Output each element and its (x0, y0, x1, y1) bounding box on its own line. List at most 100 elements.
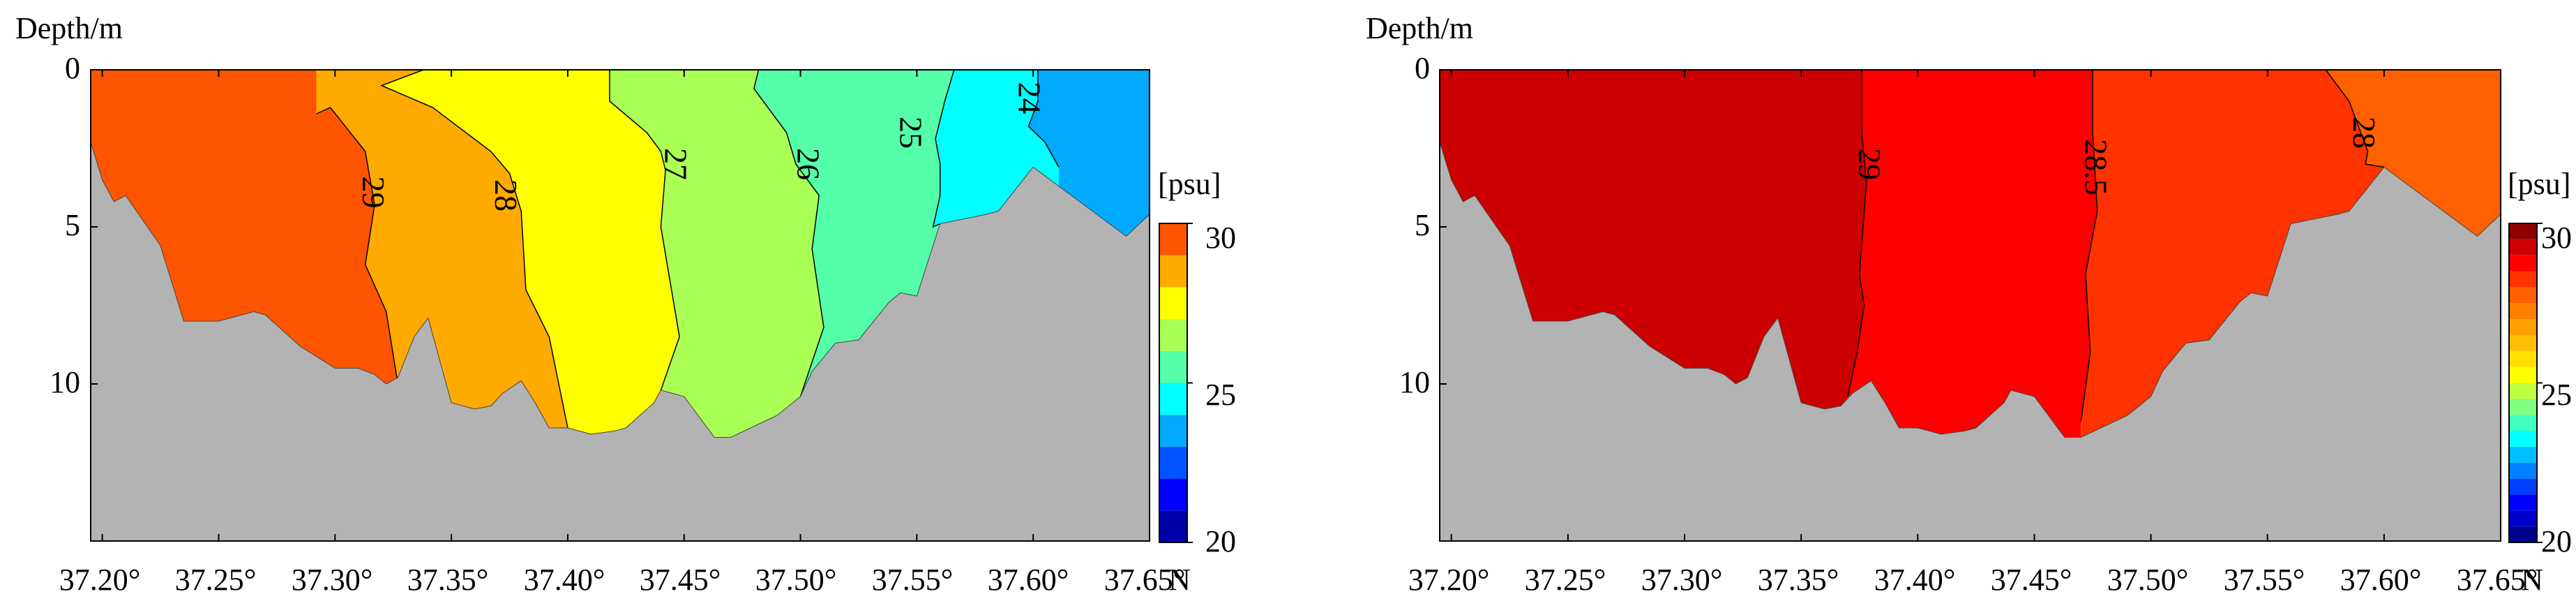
left-colorbar-segment (1159, 415, 1187, 447)
right-colorbar-tick-label: 30 (2541, 221, 2572, 255)
right-colorbar-unit: [psu] (2508, 167, 2570, 201)
left-salinity-band (382, 70, 680, 541)
right-y-tick-labels: 0 5 10 (1399, 51, 1430, 399)
right-colorbar-tick-label: 20 (2541, 524, 2572, 558)
right-contour-line (1847, 70, 1867, 397)
right-x-tick-label: 37.40° (1874, 563, 1956, 597)
left-x-tick-labels: 37.20° 37.25° 37.30° 37.35° 37.40° 37.45… (59, 563, 1191, 597)
right-colorbar-segment (2509, 319, 2537, 335)
right-y-tick-label: 5 (1415, 208, 1430, 242)
left-colorbar-segment (1159, 319, 1187, 351)
left-contour-line (380, 70, 568, 429)
right-y-tick-label: 10 (1399, 365, 1430, 399)
left-x-axis-unit: N (1168, 563, 1191, 597)
left-x-tick-label: 37.55° (872, 563, 954, 597)
left-contour-label: 28 (488, 179, 524, 212)
left-seabed (91, 142, 1150, 541)
left-x-tick-label: 37.35° (407, 563, 489, 597)
left-contour-line (1027, 70, 1060, 168)
left-contour-line (609, 70, 680, 391)
left-contour-label: 24 (1012, 82, 1048, 114)
left-colorbar-segment (1159, 510, 1187, 542)
left-x-tick-label: 37.25° (175, 563, 257, 597)
right-contour-label: 29 (1852, 148, 1888, 180)
left-y-tick-label: 5 (65, 208, 80, 242)
left-x-tick-label: 37.60° (988, 563, 1069, 597)
right-y-axis-label: Depth/m (1366, 11, 1473, 45)
right-colorbar-segment (2509, 366, 2537, 383)
left-x-tick-label: 37.65° (1104, 563, 1186, 597)
right-x-tick-label: 37.55° (2224, 563, 2305, 597)
right-colorbar-segment (2509, 334, 2537, 351)
right-plot-area: 29 28.5 28 (1439, 69, 2543, 543)
right-colorbar-segment (2509, 271, 2537, 288)
right-salinity-panel: Depth/m 0 5 10 37.20° 37.25° 37.30° 37.3… (1366, 11, 2572, 597)
left-colorbar-unit: [psu] (1158, 167, 1221, 201)
right-x-tick-label: 37.65° (2457, 563, 2538, 597)
left-colorbar-tick-label: 25 (1205, 378, 1236, 412)
left-y-tick-labels: 0 5 10 (50, 51, 80, 399)
left-contour-label: 29 (356, 177, 391, 209)
right-colorbar-segment (2509, 239, 2537, 255)
left-contour-label: 25 (893, 117, 928, 149)
right-colorbar-segment (2509, 383, 2537, 399)
left-contour-line (932, 70, 955, 228)
left-y-axis-label: Depth/m (15, 11, 123, 45)
left-colorbar-tick-label: 20 (1205, 524, 1236, 558)
right-contour-label: 28.5 (2078, 139, 2114, 195)
right-contour-label: 28 (2347, 117, 2382, 149)
right-x-axis-unit: N (2521, 563, 2543, 597)
left-colorbar-segment (1159, 446, 1187, 479)
left-x-tick-label: 37.30° (292, 563, 373, 597)
left-axes-frame (90, 69, 1150, 542)
left-x-tick-label: 37.20° (59, 563, 141, 597)
left-contour-line (753, 70, 824, 397)
right-colorbar-segment (2509, 399, 2537, 415)
left-colorbar-segment (1159, 223, 1187, 255)
right-seabed (1440, 142, 2501, 541)
right-x-tick-label: 37.25° (1525, 563, 1606, 597)
right-colorbar-segment (2509, 478, 2537, 495)
left-colorbar-segment (1159, 350, 1187, 383)
left-x-tick-label: 37.45° (640, 563, 721, 597)
right-x-tick-label: 37.30° (1641, 563, 1723, 597)
right-colorbar-segment (2509, 415, 2537, 431)
right-colorbar-segment (2509, 526, 2537, 542)
right-axes-frame (1439, 69, 2501, 542)
right-x-tick-label: 37.50° (2107, 563, 2189, 597)
left-colorbar-tick-label: 30 (1205, 221, 1236, 255)
left-colorbar-segment (1159, 383, 1187, 415)
left-contour-label: 27 (658, 148, 694, 180)
left-contour-label: 26 (791, 148, 827, 180)
left-x-tick-label: 37.40° (524, 563, 605, 597)
right-clipped-content (1440, 70, 2501, 541)
right-x-tick-labels: 37.20° 37.25° 37.30° 37.35° 37.40° 37.45… (1408, 563, 2543, 597)
right-colorbar-segment (2509, 446, 2537, 463)
right-colorbar-segment (2509, 255, 2537, 272)
right-colorbar-segment (2509, 431, 2537, 447)
left-plot-area: 29 28 27 26 25 24 (90, 69, 1193, 543)
right-colorbar-segment (2509, 287, 2537, 304)
right-colorbar-segment (2509, 223, 2537, 239)
left-y-tick-label: 10 (50, 365, 80, 399)
left-x-tick-label: 37.50° (755, 563, 837, 597)
right-colorbar-tick-label: 25 (2541, 378, 2572, 412)
right-colorbar-segment (2509, 494, 2537, 511)
left-colorbar-segment (1159, 255, 1187, 288)
left-colorbar-segment (1159, 287, 1187, 320)
right-colorbar-segment (2509, 510, 2537, 527)
right-colorbar-segment (2509, 462, 2537, 479)
right-x-tick-label: 37.20° (1408, 563, 1490, 597)
left-colorbar-segment (1159, 478, 1187, 511)
left-salinity-panel: Depth/m 0 5 10 37.20° 37.25° 37.30° 37.3… (15, 11, 1236, 597)
left-contour-line (316, 107, 399, 385)
right-contour-line (2080, 70, 2098, 422)
right-colorbar-segment (2509, 350, 2537, 367)
right-contour-line (2325, 70, 2384, 168)
right-y-tick-label: 0 (1415, 51, 1430, 85)
left-y-tick-label: 0 (65, 51, 80, 85)
right-x-tick-label: 37.35° (1758, 563, 1839, 597)
right-colorbar-segment (2509, 303, 2537, 320)
